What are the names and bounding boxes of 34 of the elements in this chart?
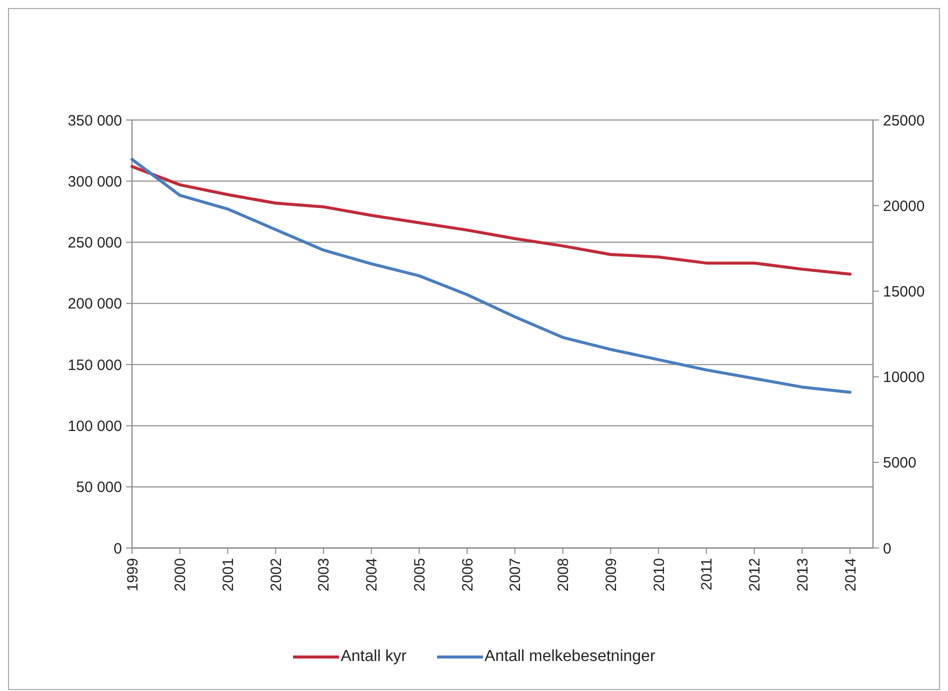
y-tick-label: 300 000 bbox=[68, 173, 122, 190]
y-tick-label: 50 000 bbox=[76, 479, 122, 496]
x-tick-label: 2011 bbox=[698, 558, 716, 590]
y2-tick-label: 25000 bbox=[883, 112, 925, 130]
line-series bbox=[130, 158, 852, 394]
y2-tick-label: 20000 bbox=[883, 198, 925, 215]
y2-tick-label: 10000 bbox=[883, 369, 925, 386]
y-tick-label: 200 000 bbox=[68, 296, 122, 313]
line-series bbox=[130, 164, 852, 276]
legend-label: Antall melkebesetninger bbox=[484, 648, 656, 666]
x-tick-label: 2014 bbox=[842, 558, 860, 592]
x-tick-label: 2013 bbox=[794, 558, 812, 592]
y-tick-label: 100 000 bbox=[68, 418, 122, 435]
x-tick-label: 2005 bbox=[411, 558, 428, 592]
y-tick-label: 150 000 bbox=[68, 356, 122, 374]
x-tick-label: 2012 bbox=[746, 558, 764, 592]
x-tick-label: 2004 bbox=[364, 558, 381, 592]
x-tick-label: 2003 bbox=[316, 558, 333, 592]
x-tick-label: 2000 bbox=[172, 558, 190, 592]
x-tick-label: 2006 bbox=[459, 558, 476, 592]
y2-tick-label: 0 bbox=[883, 540, 892, 558]
x-tick-label: 2002 bbox=[268, 558, 285, 592]
y-tick-label: 350 000 bbox=[68, 112, 122, 130]
x-tick-label: 1999 bbox=[124, 558, 142, 592]
y2-tick-label: 5000 bbox=[883, 454, 916, 472]
y-tick-label: 250 000 bbox=[68, 234, 122, 252]
y-tick-label: 0 bbox=[114, 540, 122, 558]
x-tick-label: 2008 bbox=[555, 558, 572, 592]
x-tick-label: 2001 bbox=[220, 558, 237, 592]
legend-label: Antall kyr bbox=[340, 648, 407, 666]
x-tick-label: 2009 bbox=[602, 558, 620, 592]
x-tick-label: 2010 bbox=[650, 558, 668, 592]
y2-tick-label: 15000 bbox=[883, 283, 925, 300]
x-tick-label: 2007 bbox=[507, 558, 524, 592]
